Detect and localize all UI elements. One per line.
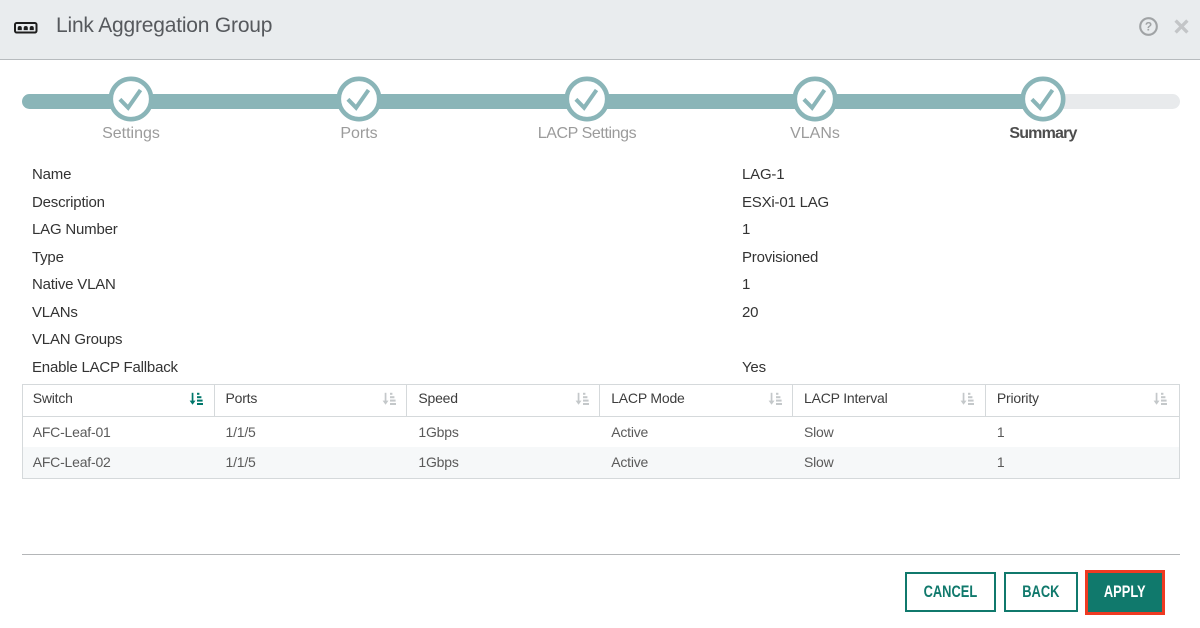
- svg-text:?: ?: [1145, 20, 1152, 34]
